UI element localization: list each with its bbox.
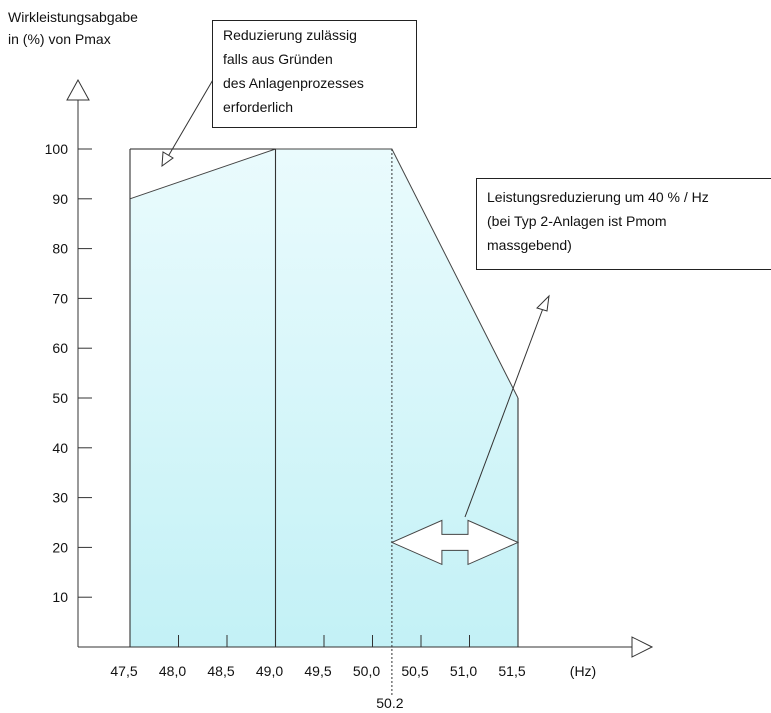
x-tick-label: 47,5	[110, 663, 137, 679]
annotation-line: Reduzierung zulässig	[223, 27, 357, 43]
y-tick-label: 90	[52, 191, 68, 207]
annotation-reduction-rate: Leistungsreduzierung um 40 % / Hz (bei T…	[476, 178, 771, 270]
y-tick-label: 50	[52, 390, 68, 406]
annotation-line: Leistungsreduzierung um 40 % / Hz	[487, 189, 709, 205]
x-tick-label: 50,5	[401, 663, 428, 679]
y-tick-label: 60	[52, 340, 68, 356]
annotation-line: erforderlich	[223, 99, 294, 115]
pointer-arrowhead-allowed	[161, 151, 174, 168]
x-tick-label: 51,0	[450, 663, 477, 679]
y-axis-title: Wirkleistungsabgabe in (%) von Pmax	[8, 6, 138, 50]
annotation-line: des Anlagenprozesses	[223, 75, 364, 91]
x-tick-label: 50,0	[353, 663, 380, 679]
annotation-line: massgebend)	[487, 237, 572, 253]
y-tick-label: 10	[52, 589, 68, 605]
x-tick-label: 51,5	[498, 663, 525, 679]
x-axis-arrowhead	[631, 636, 654, 658]
y-tick-label: 80	[52, 241, 68, 257]
y-axis-title-line2: in (%) von Pmax	[8, 31, 111, 47]
y-tick-label: 30	[52, 490, 68, 506]
y-tick-label: 70	[52, 290, 68, 306]
range-double-arrow	[390, 519, 520, 566]
area-fill	[130, 149, 518, 647]
annotation-line: falls aus Gründen	[223, 51, 333, 67]
x-tick-label: 49,5	[304, 663, 331, 679]
y-axis-arrowhead	[66, 78, 90, 101]
annotation-reduction-allowed: Reduzierung zulässig falls aus Gründen d…	[212, 20, 417, 128]
x-axis-unit: (Hz)	[570, 663, 596, 679]
y-tick-label: 20	[52, 539, 68, 555]
annotation-line: (bei Typ 2-Anlagen ist Pmom	[487, 213, 667, 229]
y-axis-title-line1: Wirkleistungsabgabe	[8, 9, 138, 25]
x-tick-label: 48,5	[207, 663, 234, 679]
y-tick-label: 40	[52, 440, 68, 456]
y-tick-label: 100	[45, 141, 69, 157]
pointer-line-allowed	[165, 77, 215, 161]
power-curve-line	[129, 148, 519, 399]
pointer-line-rate	[464, 302, 546, 518]
x-tick-label: 48,0	[159, 663, 186, 679]
x-marker-label: 50.2	[376, 695, 403, 711]
pointer-arrowhead-rate	[536, 294, 550, 312]
x-tick-label: 49,0	[256, 663, 283, 679]
